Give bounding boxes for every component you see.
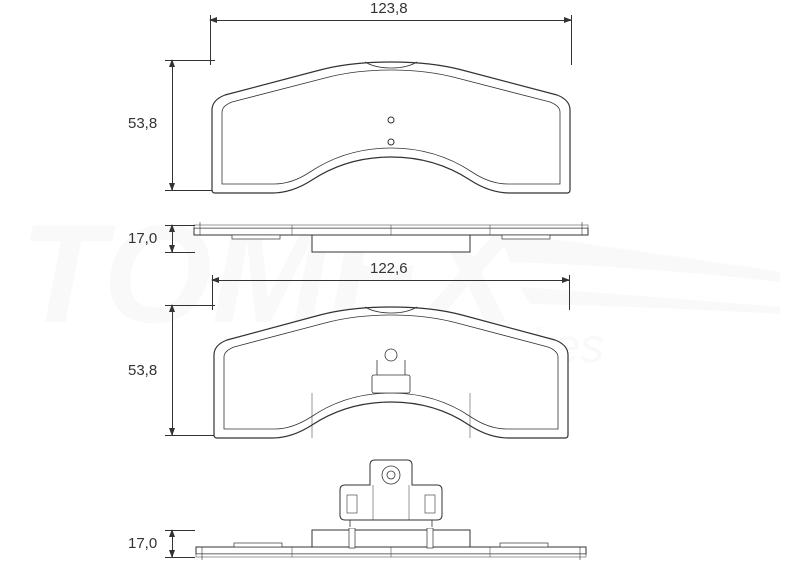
dim-top-width: 123,8 <box>370 0 408 17</box>
dim-bot-width: 122,6 <box>370 260 408 277</box>
brake-pad-bottom <box>212 305 570 445</box>
side-view-bottom <box>194 528 588 562</box>
side-view-top <box>192 222 590 254</box>
brake-pad-top <box>210 60 572 195</box>
dim-line-top-height <box>172 60 173 190</box>
dim-line-bot-height <box>172 305 173 435</box>
dim-line-bot-width <box>212 280 569 281</box>
sensor-clip <box>335 455 447 527</box>
dim-bot-height: 53,8 <box>128 362 157 379</box>
dim-thickness-top: 17,0 <box>128 230 157 247</box>
dim-line-th1 <box>172 225 173 252</box>
dim-line-th2 <box>172 530 173 557</box>
dim-top-height: 53,8 <box>128 115 157 132</box>
dim-thickness-bottom: 17,0 <box>128 535 157 552</box>
dim-line-top-width <box>210 20 571 21</box>
